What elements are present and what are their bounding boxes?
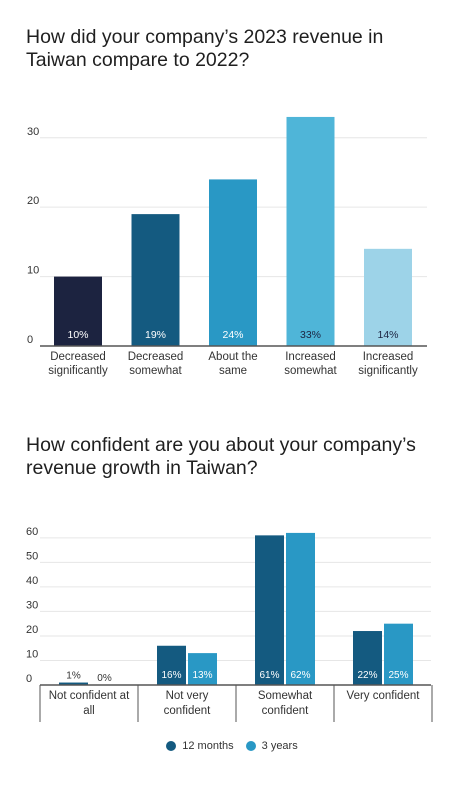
data-label: 1%	[66, 671, 81, 682]
bar-3-years	[286, 532, 315, 685]
legend-swatch-12-months	[166, 741, 177, 751]
bar	[131, 214, 180, 346]
x-tick-label: About the	[208, 351, 257, 363]
x-tick-label: significantly	[358, 365, 418, 377]
y-tick-label: 60	[26, 526, 38, 538]
revenue-confidence-chart: 0 10 20 30 40 50 60 1% 0% Not confident at all 16% 1…	[26, 526, 433, 722]
legend-item-3-years: 3 years	[245, 740, 298, 752]
x-tick-label: Increased	[363, 351, 414, 363]
x-tick-label: Increased	[285, 351, 336, 363]
legend-label-3-years: 3 years	[261, 740, 298, 752]
bar-12-months	[157, 645, 186, 685]
x-tick-label: same	[219, 365, 247, 377]
x-tick-label: significantly	[48, 365, 108, 377]
legend-item-12-months: 12 months	[166, 740, 234, 752]
bar-3-years	[384, 623, 413, 685]
x-tick-label: Decreased	[128, 351, 184, 363]
x-tick-label: Not very	[166, 690, 209, 702]
x-tick-label: somewhat	[129, 365, 182, 377]
revenue-comparison-chart: 0 10 20 30 10% Decreased significantly 19% Decre…	[27, 116, 427, 377]
y-tick-label: 50	[26, 550, 38, 562]
y-tick-label: 40	[26, 575, 38, 587]
bar-12-months	[255, 535, 284, 685]
data-label: 19%	[145, 329, 166, 341]
data-label: 0%	[97, 673, 112, 684]
legend-label-12-months: 12 months	[182, 740, 234, 752]
legend-swatch-3-years	[245, 741, 256, 751]
data-label: 33%	[300, 329, 321, 341]
bar-12-months	[59, 682, 88, 685]
y-tick-label: 30	[27, 126, 39, 138]
bar	[209, 179, 257, 346]
bar	[54, 276, 102, 346]
data-label: 16%	[161, 670, 181, 681]
x-tick-label: confident	[262, 705, 309, 717]
y-tick-label: 0	[27, 334, 33, 346]
data-label: 14%	[377, 329, 398, 341]
y-tick-label: 10	[27, 265, 39, 277]
bar	[364, 248, 412, 346]
data-label: 22%	[357, 670, 377, 681]
x-tick-label: Not confident at	[49, 690, 130, 702]
bar	[286, 116, 335, 346]
x-tick-label: confident	[164, 705, 211, 717]
data-label: 61%	[259, 670, 279, 681]
y-tick-label: 10	[26, 648, 38, 660]
y-tick-label: 20	[27, 195, 39, 207]
x-tick-label: Very confident	[347, 690, 421, 702]
data-label: 62%	[290, 670, 310, 681]
y-tick-label: 30	[26, 599, 38, 611]
chart2-legend: 12 months 3 years	[0, 740, 464, 752]
x-tick-label: Decreased	[50, 351, 106, 363]
y-tick-label: 0	[26, 673, 32, 685]
data-label: 10%	[67, 329, 88, 341]
chart2-title: How confident are you about your company…	[26, 434, 416, 479]
chart1-title: How did your company’s 2023 revenue in T…	[26, 26, 384, 71]
y-tick-label: 20	[26, 624, 38, 636]
x-tick-label: all	[83, 705, 95, 717]
bar-3-years	[188, 653, 217, 685]
x-tick-label: Somewhat	[258, 690, 313, 702]
x-tick-label: somewhat	[284, 365, 337, 377]
data-label: 25%	[388, 670, 408, 681]
data-label: 24%	[222, 329, 243, 341]
bar-12-months	[353, 631, 382, 685]
data-label: 13%	[192, 670, 212, 681]
